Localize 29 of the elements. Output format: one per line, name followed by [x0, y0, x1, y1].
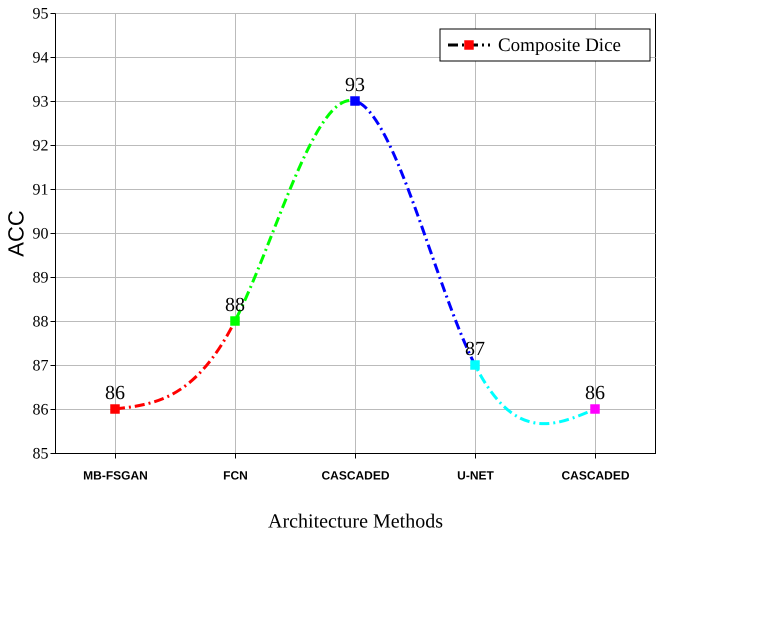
point — [470, 360, 480, 370]
x-tick-label: CASCADED — [321, 468, 390, 482]
y-tick-label: 85 — [32, 446, 48, 462]
point — [230, 316, 240, 326]
point — [110, 404, 120, 414]
data-label: 88 — [225, 294, 245, 316]
y-tick-label: 94 — [32, 50, 48, 66]
y-tick-label: 89 — [32, 270, 48, 286]
y-tick-label: 90 — [32, 226, 48, 242]
data-label: 93 — [345, 74, 365, 96]
y-tick-label: 88 — [32, 314, 48, 330]
x-tick-label: CASCADED — [561, 468, 630, 482]
legend-label: Composite Dice — [498, 35, 621, 56]
y-tick-label: 91 — [32, 182, 48, 198]
y-axis-title: ACC — [4, 210, 28, 257]
x-tick-label: MB-FSGAN — [83, 468, 148, 482]
y-tick-label: 93 — [32, 94, 48, 110]
point — [590, 404, 600, 414]
y-tick-label: 86 — [32, 402, 48, 418]
point — [350, 96, 360, 106]
data-label: 86 — [585, 382, 605, 404]
x-axis-title: Architecture Methods — [268, 510, 444, 532]
y-tick-label: 95 — [32, 6, 48, 22]
x-tick-label: U-NET — [457, 468, 494, 482]
x-tick-label: FCN — [223, 468, 248, 482]
data-label: 86 — [105, 382, 125, 404]
y-tick-label: 87 — [32, 358, 48, 374]
y-tick-label: 92 — [32, 138, 48, 154]
data-label: 87 — [465, 338, 485, 360]
